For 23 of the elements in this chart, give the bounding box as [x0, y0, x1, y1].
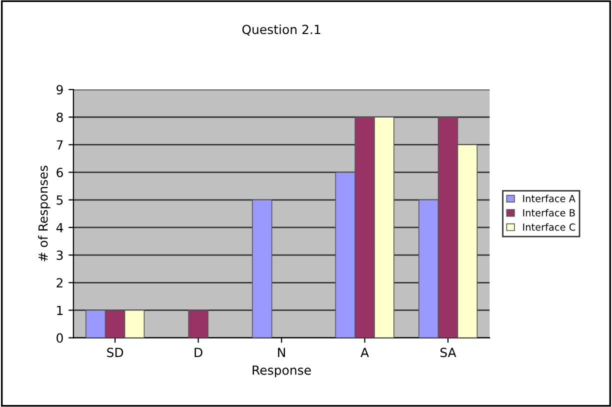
y-tick-label: 9	[56, 85, 63, 94]
y-tick-label: 7	[56, 140, 63, 150]
y-tick-label: 8	[56, 112, 63, 122]
x-tick-label: N	[278, 348, 285, 358]
y-tick-label: 2	[56, 278, 62, 288]
y-tick-label: 0	[56, 333, 63, 343]
x-tick-label: SA	[440, 348, 456, 358]
x-tick-label: D	[194, 348, 202, 358]
chart-title: Question 2.1	[242, 24, 320, 36]
x-axis-title: Response	[252, 366, 311, 378]
x-tick-label: A	[360, 348, 369, 358]
legend-label: Interface A	[523, 194, 576, 202]
y-tick-label: 1	[57, 306, 63, 315]
legend-label: Interface B	[523, 208, 575, 216]
y-tick-label: 4	[56, 223, 64, 232]
y-tick-label: 6	[56, 168, 63, 178]
y-tick-label: 3	[56, 250, 63, 260]
bar	[188, 310, 208, 338]
y-axis-title: # of Responses	[38, 166, 50, 262]
bar	[252, 199, 272, 338]
x-tick-label: SD	[107, 348, 124, 358]
legend-label: Interface C	[523, 223, 576, 231]
y-tick-label: 5	[56, 196, 63, 205]
